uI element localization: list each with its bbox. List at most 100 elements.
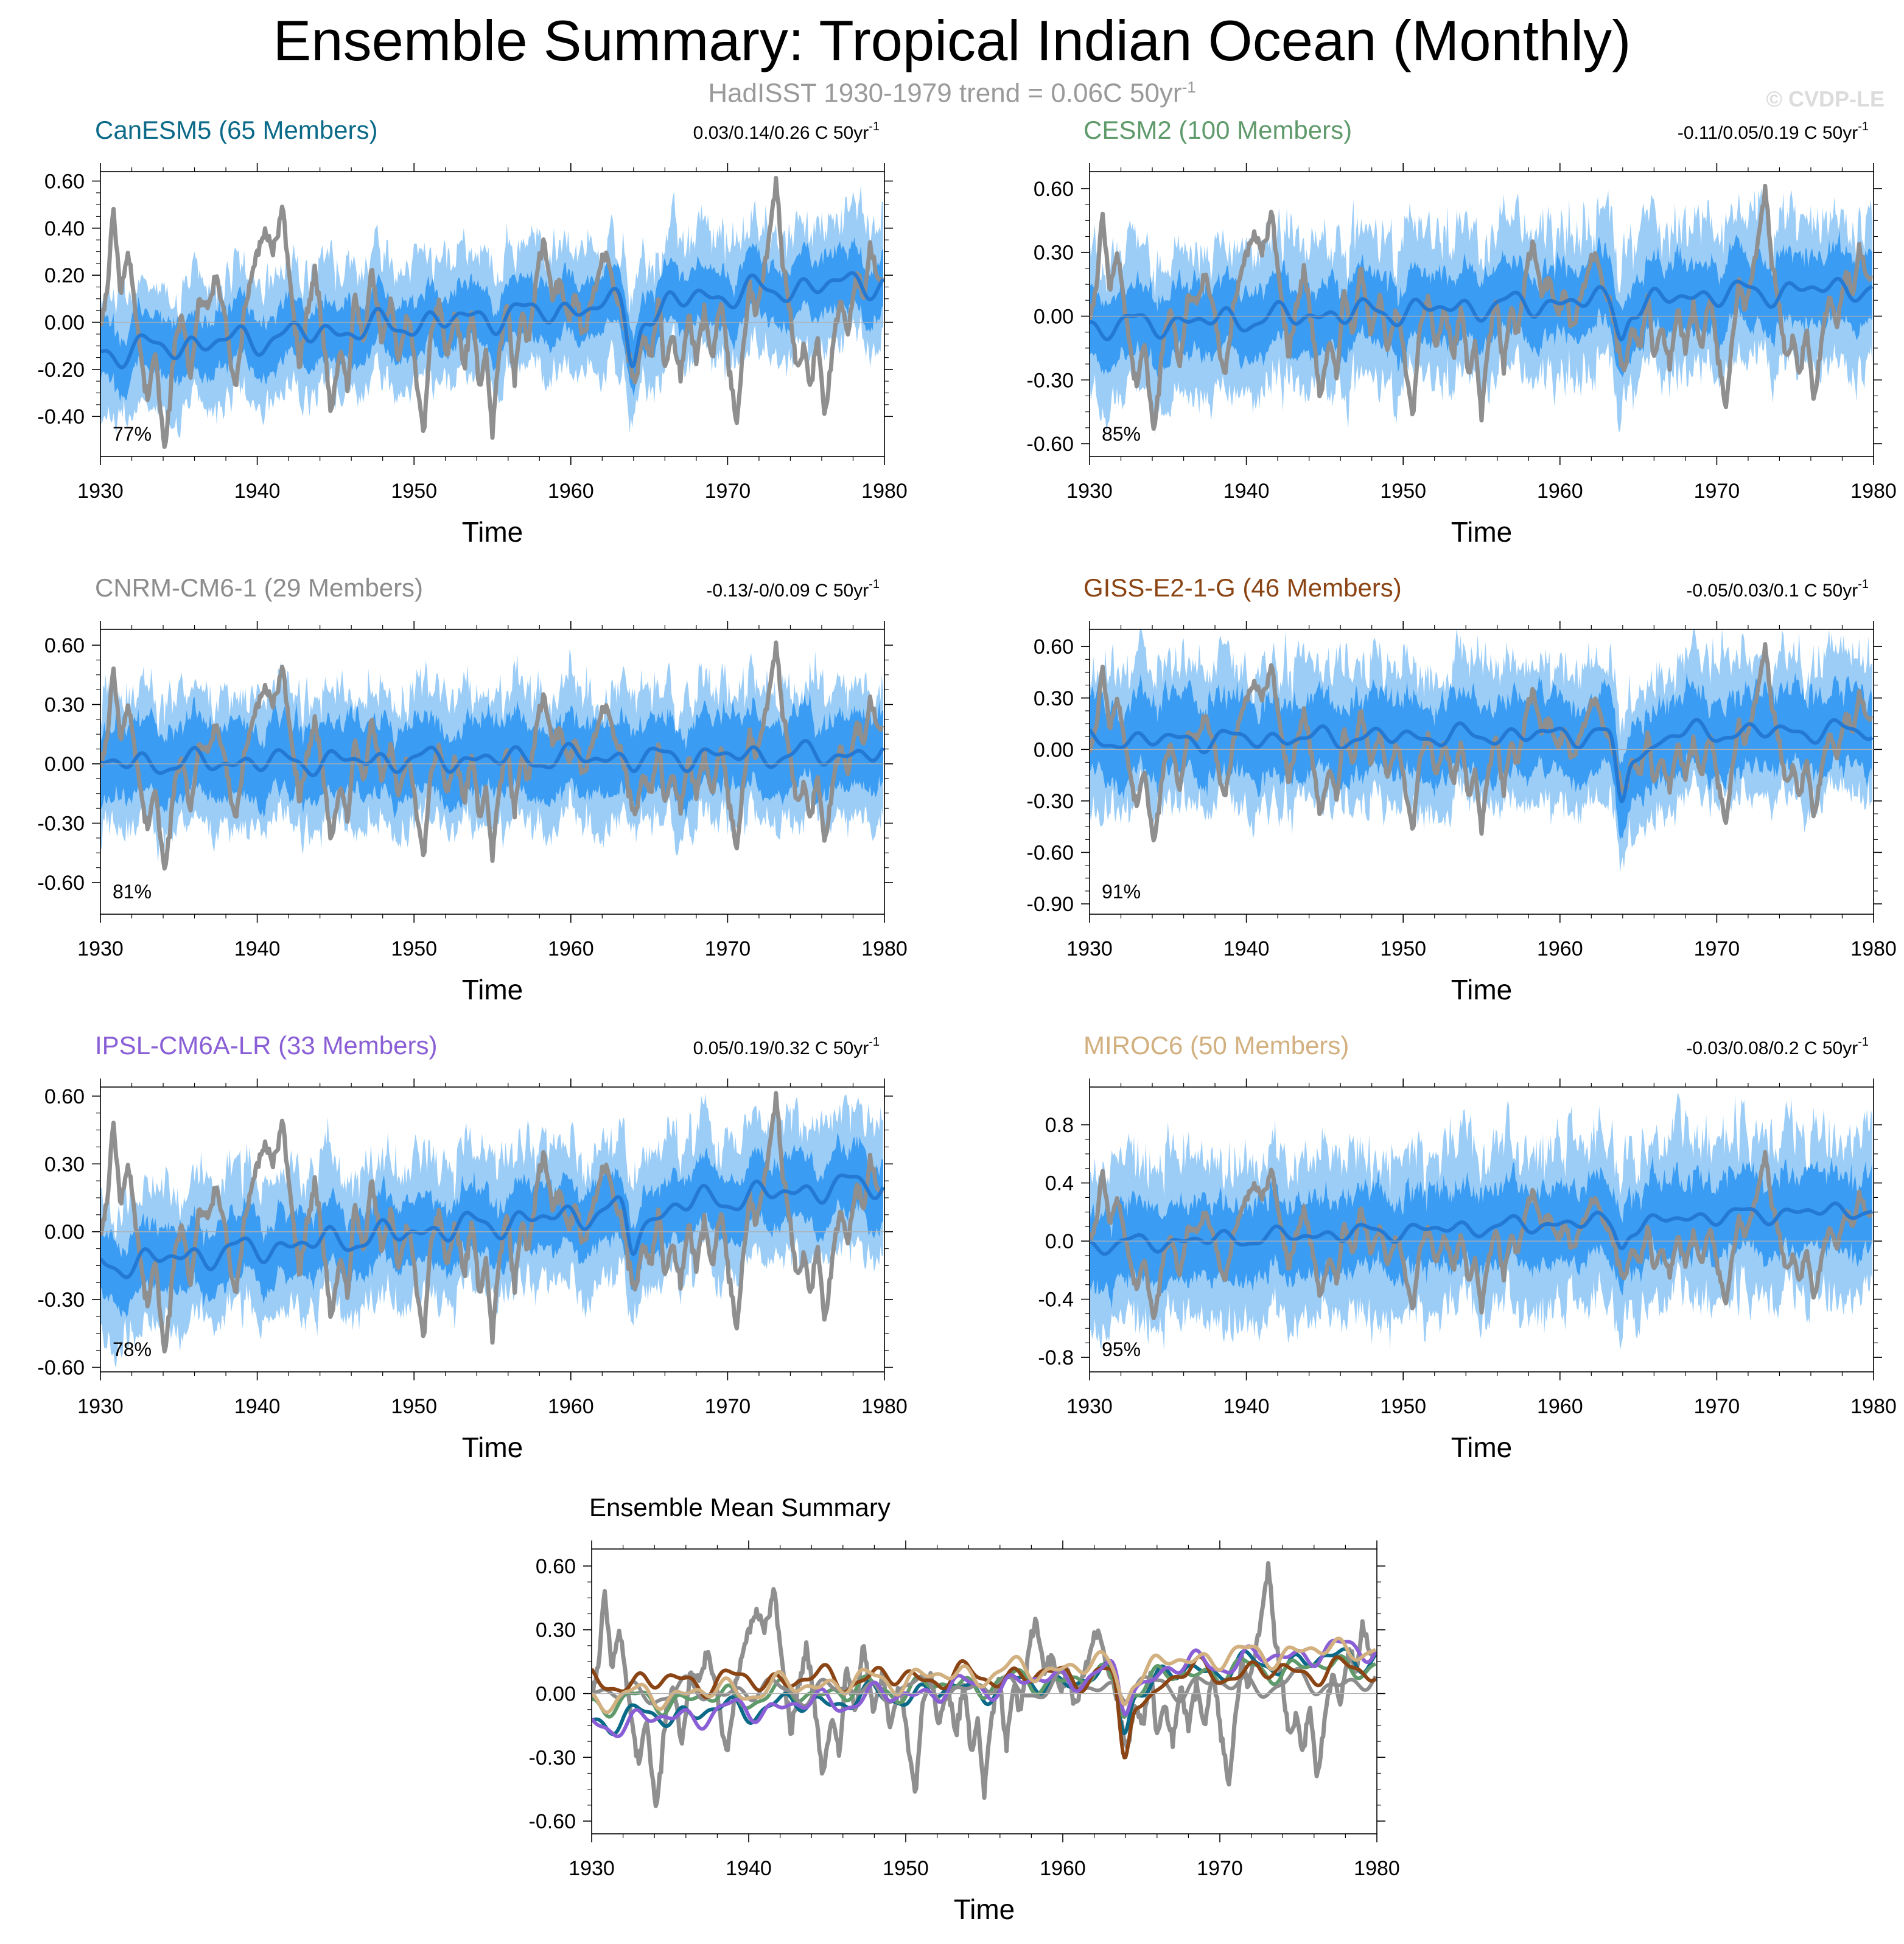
series-line-miroc6 [592, 1636, 1377, 1715]
spread-band-inner [100, 237, 883, 402]
x-tick-label: 1940 [1223, 937, 1270, 960]
obs-series-line [1090, 183, 1874, 431]
obs-series-line [100, 640, 884, 871]
x-tick-label: 1930 [1066, 480, 1113, 503]
x-tick-label: 1960 [1537, 1395, 1583, 1418]
y-tick-label: -0.40 [38, 405, 85, 428]
spread-band-inner [1090, 1155, 1872, 1309]
x-tick-label: 1940 [234, 1395, 281, 1418]
panel-giss: GISS-E2-1-G (46 Members) -0.05/0.03/0.1 C… [1027, 573, 1897, 1005]
y-tick-label: 0.40 [44, 217, 85, 240]
panel-canesm5: CanESM5 (65 Members) 0.03/0.14/0.26 C 50y… [38, 116, 908, 548]
ensemble-mean-line [1090, 718, 1874, 803]
ensemble-mean-line [100, 1173, 884, 1279]
obs-series-line [100, 1091, 884, 1354]
spread-band-inner [100, 692, 883, 819]
panel-title: MIROC6 (50 Members) [1083, 1031, 1349, 1060]
spread-band-inner [1090, 230, 1872, 378]
y-tick-label: 0.00 [44, 312, 85, 335]
y-tick-label: 0.0 [1045, 1230, 1074, 1253]
obs-trend-subtitle: HadISST 1930-1979 trend = 0.06C 50yr-1 [0, 78, 1904, 109]
y-tick-label: 0.60 [44, 170, 85, 193]
panel-miroc6: MIROC6 (50 Members) -0.03/0.08/0.2 C 50yr… [1038, 1031, 1896, 1463]
percent-within-spread: 91% [1102, 881, 1141, 903]
x-tick-label: 1930 [1066, 1395, 1113, 1418]
panel-ipsl: IPSL-CM6A-LR (33 Members) 0.05/0.19/0.32 … [38, 1031, 908, 1463]
x-tick-label: 1980 [1354, 1857, 1400, 1880]
x-tick-label: 1950 [391, 937, 437, 960]
x-tick-label: 1960 [1040, 1857, 1086, 1880]
x-tick-label: 1980 [1850, 480, 1897, 503]
y-tick-label: 0.8 [1045, 1114, 1074, 1137]
x-tick-label: 1970 [1197, 1857, 1243, 1880]
page-title: Ensemble Summary: Tropical Indian Ocean … [273, 9, 1631, 72]
series-line-giss [592, 1655, 1377, 1760]
y-tick-label: -0.60 [38, 872, 85, 895]
trend-annotation: -0.05/0.03/0.1 C 50yr-1 [1686, 578, 1869, 601]
x-tick-label: 1930 [569, 1857, 615, 1880]
x-tick-label: 1940 [1223, 480, 1270, 503]
trend-annotation: -0.13/-0/0.09 C 50yr-1 [706, 578, 880, 601]
x-tick-label: 1930 [1066, 937, 1113, 960]
x-axis-label: Time [462, 1432, 523, 1463]
x-axis-label: Time [1451, 1432, 1513, 1463]
y-tick-label: 0.30 [44, 694, 85, 717]
y-tick-label: -0.30 [38, 813, 85, 836]
x-tick-label: 1960 [548, 937, 594, 960]
x-axis-label: Time [1451, 974, 1513, 1005]
x-tick-label: 1960 [1537, 480, 1583, 503]
x-tick-label: 1940 [1223, 1395, 1270, 1418]
ensemble-mean-line [100, 739, 884, 777]
obs-trend-unit-exponent: -1 [1181, 78, 1196, 96]
x-tick-label: 1950 [1380, 1395, 1426, 1418]
y-tick-label: 0.60 [536, 1555, 576, 1578]
percent-within-spread: 95% [1102, 1338, 1141, 1360]
panel-title: GISS-E2-1-G (46 Members) [1083, 573, 1402, 602]
series-line-cesm2 [592, 1654, 1377, 1719]
x-tick-label: 1970 [1694, 480, 1740, 503]
x-tick-label: 1960 [1537, 937, 1583, 960]
percent-within-spread: 78% [113, 1338, 152, 1360]
percent-within-spread: 85% [1102, 423, 1141, 445]
x-tick-label: 1930 [77, 1395, 124, 1418]
x-tick-label: 1980 [1850, 937, 1897, 960]
trend-annotation: -0.11/0.05/0.19 C 50yr-1 [1678, 120, 1869, 143]
spread-band-inner [1090, 672, 1872, 840]
x-tick-label: 1940 [234, 937, 281, 960]
trend-annotation: -0.03/0.08/0.2 C 50yr-1 [1686, 1035, 1869, 1058]
panel-cnrm: CNRM-CM6-1 (29 Members) -0.13/-0/0.09 C 5… [38, 573, 908, 1005]
cvdp-watermark: © CVDP-LE [1766, 86, 1885, 111]
spread-band-inner [100, 1133, 883, 1318]
obs-series-line [100, 175, 884, 449]
y-tick-label: -0.8 [1038, 1346, 1074, 1369]
x-tick-label: 1960 [548, 480, 594, 503]
y-tick-label: -0.60 [529, 1810, 576, 1833]
y-tick-label: -0.20 [38, 358, 85, 382]
x-tick-label: 1940 [726, 1857, 772, 1880]
y-tick-label: -0.30 [1027, 369, 1074, 392]
x-tick-label: 1950 [883, 1857, 929, 1880]
x-tick-label: 1970 [1694, 1395, 1740, 1418]
y-tick-label: 0.30 [1034, 242, 1074, 265]
y-tick-label: -0.4 [1038, 1288, 1074, 1312]
x-axis-label: Time [1451, 516, 1513, 548]
x-axis-label: Time [954, 1893, 1015, 1925]
y-tick-label: 0.60 [1034, 178, 1074, 201]
obs-trend-text: HadISST 1930-1979 trend = 0.06C 50yr [708, 78, 1182, 108]
x-tick-label: 1970 [1694, 937, 1740, 960]
y-tick-label: 0.60 [1034, 635, 1074, 659]
x-tick-label: 1950 [1380, 937, 1426, 960]
y-tick-label: 0.30 [44, 1153, 85, 1176]
y-tick-label: 0.20 [44, 264, 85, 287]
x-tick-label: 1950 [391, 480, 437, 503]
x-tick-label: 1950 [1380, 480, 1426, 503]
ensemble-mean-line [1090, 1201, 1874, 1256]
x-axis-label: Time [462, 516, 523, 548]
panel-title: IPSL-CM6A-LR (33 Members) [95, 1031, 437, 1060]
panel-title: CanESM5 (65 Members) [95, 116, 377, 144]
panel-title: CNRM-CM6-1 (29 Members) [95, 573, 423, 602]
y-tick-label: 0.00 [1034, 738, 1074, 761]
x-tick-label: 1970 [705, 1395, 751, 1418]
y-tick-label: 0.60 [44, 1085, 85, 1108]
series-line-ipsl [592, 1638, 1377, 1738]
